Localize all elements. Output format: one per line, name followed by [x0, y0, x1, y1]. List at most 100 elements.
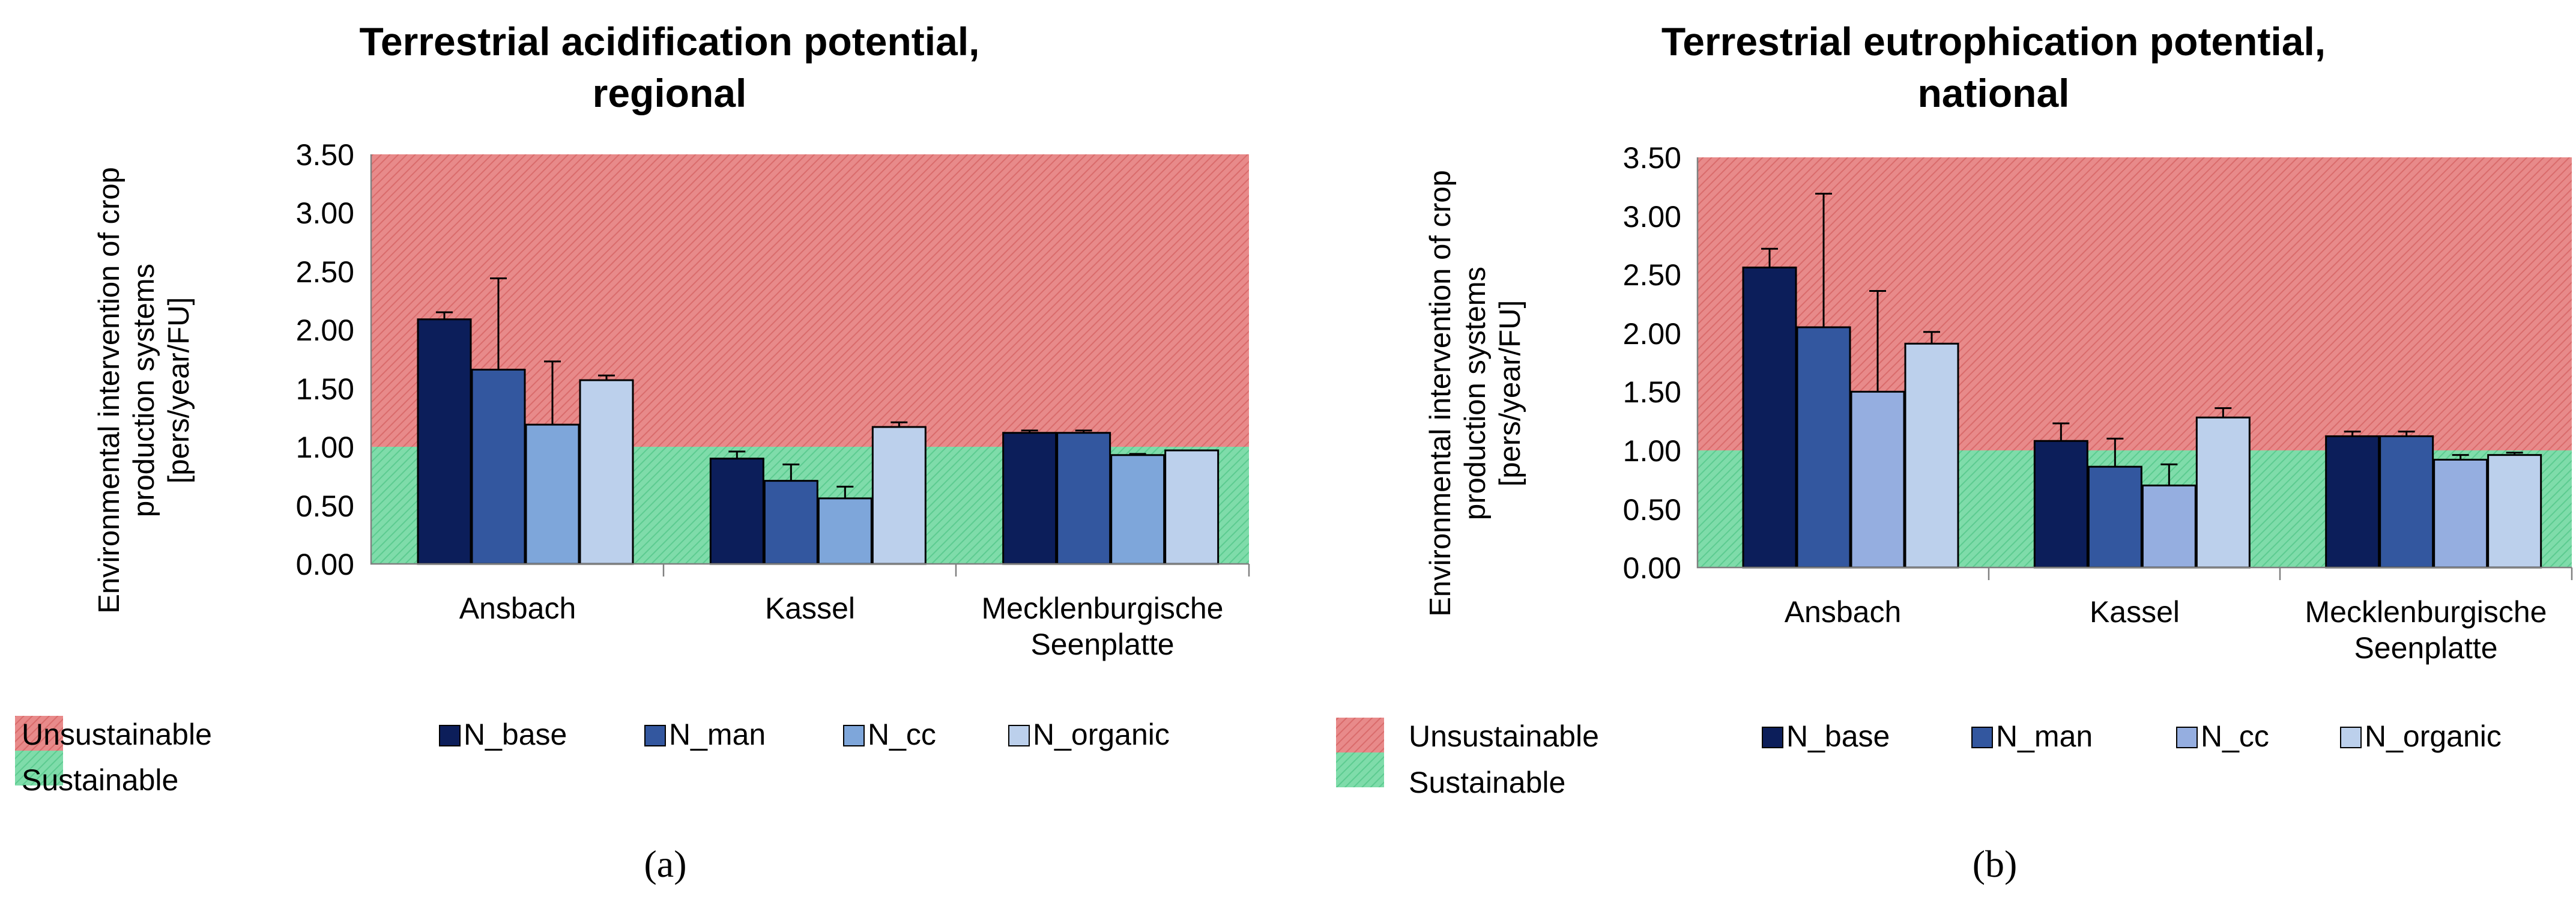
chart-b-ytick: 0.50 [1623, 493, 1681, 527]
chart-b-category-label: Seenplatte [2354, 631, 2497, 665]
chart-b-bar-n-man [2379, 435, 2434, 569]
chart-a-bar-n-base [417, 318, 472, 565]
chart-panel-b: Terrestrial eutrophication potential, na… [1336, 19, 2573, 885]
chart-a-error-bar-n-man [1075, 429, 1092, 433]
chart-a-y-tick-labels: 0.00 0.50 1.00 1.50 2.00 2.50 3.00 3.50 [296, 138, 354, 581]
chart-b-error-bar-n-organic [2506, 452, 2523, 455]
chart-b-bar-n-man [2087, 465, 2142, 569]
chart-a-legend-sustainable: Sustainable [22, 763, 178, 797]
chart-a-bar-n-base [709, 458, 764, 565]
chart-a-bar-n-cc [525, 423, 580, 565]
chart-b-error-bar-n-cc [1869, 289, 1886, 392]
chart-b-subfigure-label: (b) [1973, 843, 2018, 885]
chart-b-error-bar-n-organic [1923, 331, 1940, 344]
chart-b-error-bar-n-base [2344, 431, 2361, 437]
chart-a-error-bar-n-man [782, 463, 800, 481]
chart-a-ylabel-line3: [pers/year/FU] [163, 297, 195, 483]
chart-b-error-bar-n-cc [2452, 454, 2469, 460]
chart-b-error-bar-n-base [1761, 247, 1778, 268]
chart-a-legend-swatch-n-base [439, 725, 461, 746]
chart-a-series-legend: N_base N_man N_cc N_organic [439, 718, 1170, 751]
chart-b-legend-unsustainable: Unsustainable [1409, 719, 1599, 753]
chart-b-error-bars [1761, 192, 2523, 486]
chart-b-category-label: Ansbach [1785, 595, 1902, 629]
chart-a-error-bar-n-base [436, 311, 453, 319]
chart-a-category-label: Kassel [765, 592, 855, 625]
chart-a-bar-n-cc [817, 497, 872, 565]
chart-a-title-line1: Terrestrial acidification potential, [359, 19, 979, 64]
chart-b-legend-swatch-n-organic [2340, 727, 2362, 748]
chart-a-error-bar-n-organic [890, 421, 908, 428]
chart-b-bar-n-cc [2433, 458, 2488, 569]
chart-b-y-tick-labels: 0.00 0.50 1.00 1.50 2.00 2.50 3.00 3.50 [1623, 141, 1681, 585]
chart-b-ytick: 2.00 [1623, 317, 1681, 351]
chart-a-bar-n-base [1002, 432, 1057, 565]
chart-a-error-bar-n-base [728, 450, 746, 459]
chart-panel-a: Terrestrial acidification potential, reg… [15, 19, 1250, 885]
chart-a-legend-unsustainable: Unsustainable [22, 718, 212, 751]
chart-b-y-axis-label: Environmental intervention of crop produ… [1424, 170, 1526, 617]
chart-b-error-bar-n-man [2106, 437, 2124, 467]
chart-a-ytick: 0.00 [296, 548, 354, 581]
chart-b-series-legend: N_base N_man N_cc N_organic [1762, 719, 2502, 753]
chart-a-zone-legend: Unsustainable Sustainable [15, 716, 212, 797]
chart-a-category-label: Seenplatte [1030, 628, 1174, 661]
chart-a-error-bar-n-base [1021, 429, 1038, 433]
chart-b-bar-n-man [1796, 326, 1851, 569]
chart-a-error-bar-n-cc [544, 360, 561, 425]
chart-a-ytick: 1.00 [296, 431, 354, 464]
chart-b-category-labels: Ansbach Kassel Mecklenburgische Seenplat… [1785, 595, 2547, 665]
chart-b-title-line2: national [1917, 71, 2069, 115]
chart-b-bar-n-cc [1850, 390, 1905, 569]
chart-a-plot-area [370, 154, 1250, 577]
chart-a-ytick: 1.50 [296, 372, 354, 406]
chart-a-bar-n-man [1056, 432, 1111, 565]
chart-b-legend-sustainable: Sustainable [1409, 766, 1565, 799]
chart-a-bar-n-cc [1110, 454, 1166, 565]
chart-b-legend-swatch-sustainable [1336, 752, 1384, 787]
chart-a-title-line2: regional [593, 71, 747, 115]
chart-b-legend-swatch-n-base [1762, 727, 1783, 748]
chart-a-legend-n-man: N_man [669, 718, 766, 751]
chart-b-bar-n-organic [2195, 416, 2251, 569]
chart-a-ytick: 3.50 [296, 138, 354, 172]
chart-a-error-bars [436, 277, 1146, 498]
chart-b-ytick: 1.00 [1623, 434, 1681, 468]
chart-a-category-labels: Ansbach Kassel Mecklenburgische Seenplat… [459, 592, 1224, 661]
chart-a-ylabel-line2: production systems [128, 264, 160, 517]
chart-b-zone-legend: Unsustainable Sustainable [1336, 718, 1599, 799]
chart-b-category-label: Mecklenburgische [2305, 595, 2547, 629]
chart-b-error-bar-n-man [2398, 431, 2415, 437]
chart-b-category-dividers [1988, 568, 2573, 580]
chart-a-error-bar-n-man [490, 277, 507, 370]
chart-b-legend-swatch-n-cc [2176, 727, 2198, 748]
chart-b-legend-swatch-n-man [1971, 727, 1993, 748]
chart-b-legend-n-organic: N_organic [2365, 719, 2502, 753]
chart-b-legend-n-cc: N_cc [2201, 719, 2269, 753]
chart-a-bar-n-organic [871, 426, 927, 565]
chart-b-bar-n-base [1742, 266, 1797, 569]
chart-a-category-dividers [662, 564, 1250, 577]
chart-b-bar-n-base [2033, 440, 2088, 569]
chart-b-bars [1742, 266, 2542, 569]
chart-a-ytick: 0.50 [296, 489, 354, 523]
chart-a-error-bar-n-organic [598, 374, 615, 381]
chart-a-legend-n-organic: N_organic [1033, 718, 1170, 751]
chart-b-legend-swatch-unsustainable [1336, 718, 1384, 752]
chart-b-bar-n-organic [1904, 342, 1959, 569]
chart-a-ylabel-line1: Environmental intervention of crop [93, 167, 125, 614]
chart-b-ytick: 3.00 [1623, 200, 1681, 234]
chart-a-subfigure-label: (a) [644, 843, 686, 885]
chart-a-legend-swatch-unsustainable [15, 716, 63, 751]
chart-b-plot-area [1696, 157, 2573, 580]
chart-a-ytick: 2.50 [296, 255, 354, 289]
chart-a-y-axis-label: Environmental intervention of crop produ… [93, 167, 195, 614]
chart-a-ytick: 2.00 [296, 313, 354, 347]
chart-a-legend-swatch-n-organic [1008, 725, 1030, 746]
chart-a-bar-n-organic [1164, 449, 1220, 565]
chart-b-category-label: Kassel [2090, 595, 2180, 629]
chart-b-error-bar-n-organic [2215, 407, 2232, 418]
chart-b-ytick: 2.50 [1623, 258, 1681, 292]
chart-b-legend-n-base: N_base [1786, 719, 1890, 753]
